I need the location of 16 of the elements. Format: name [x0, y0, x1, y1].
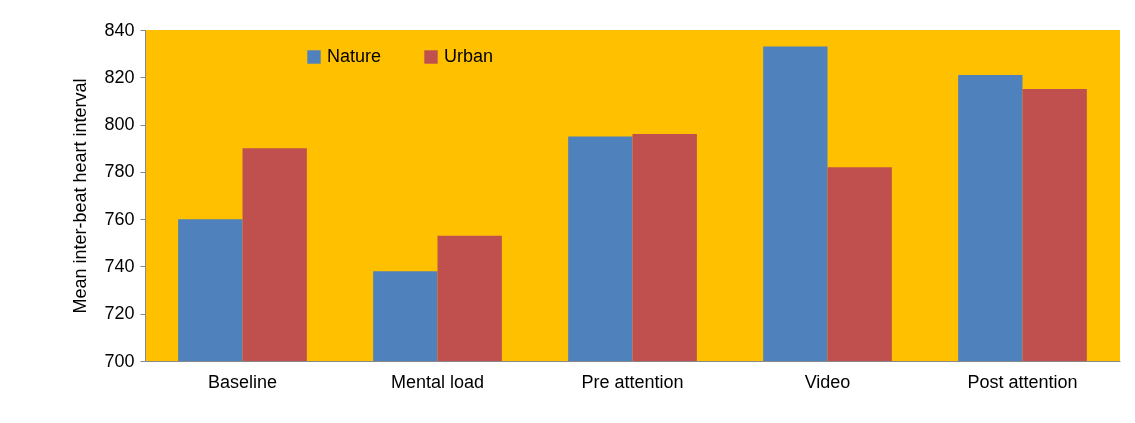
- y-axis-title: Mean inter-beat heart interval: [70, 78, 91, 314]
- y-tick-label: 740: [104, 255, 135, 276]
- x-tick-label: Post attention: [967, 371, 1078, 392]
- y-tick-label: 780: [104, 161, 135, 182]
- y-tick-label: 700: [104, 350, 135, 371]
- y-tick-label: 760: [104, 208, 135, 229]
- x-tick-label: Mental load: [390, 371, 485, 392]
- y-tick-label: 820: [104, 66, 135, 87]
- x-tick-label: Video: [804, 371, 851, 392]
- legend-label: Urban: [444, 46, 494, 66]
- y-tick-label: 720: [104, 303, 135, 324]
- y-tick-label: 840: [104, 19, 135, 40]
- y-tick-label: 800: [104, 114, 135, 135]
- legend-label: Nature: [327, 46, 382, 66]
- x-tick-label: Pre attention: [581, 371, 684, 392]
- x-tick-label: Baseline: [207, 371, 278, 392]
